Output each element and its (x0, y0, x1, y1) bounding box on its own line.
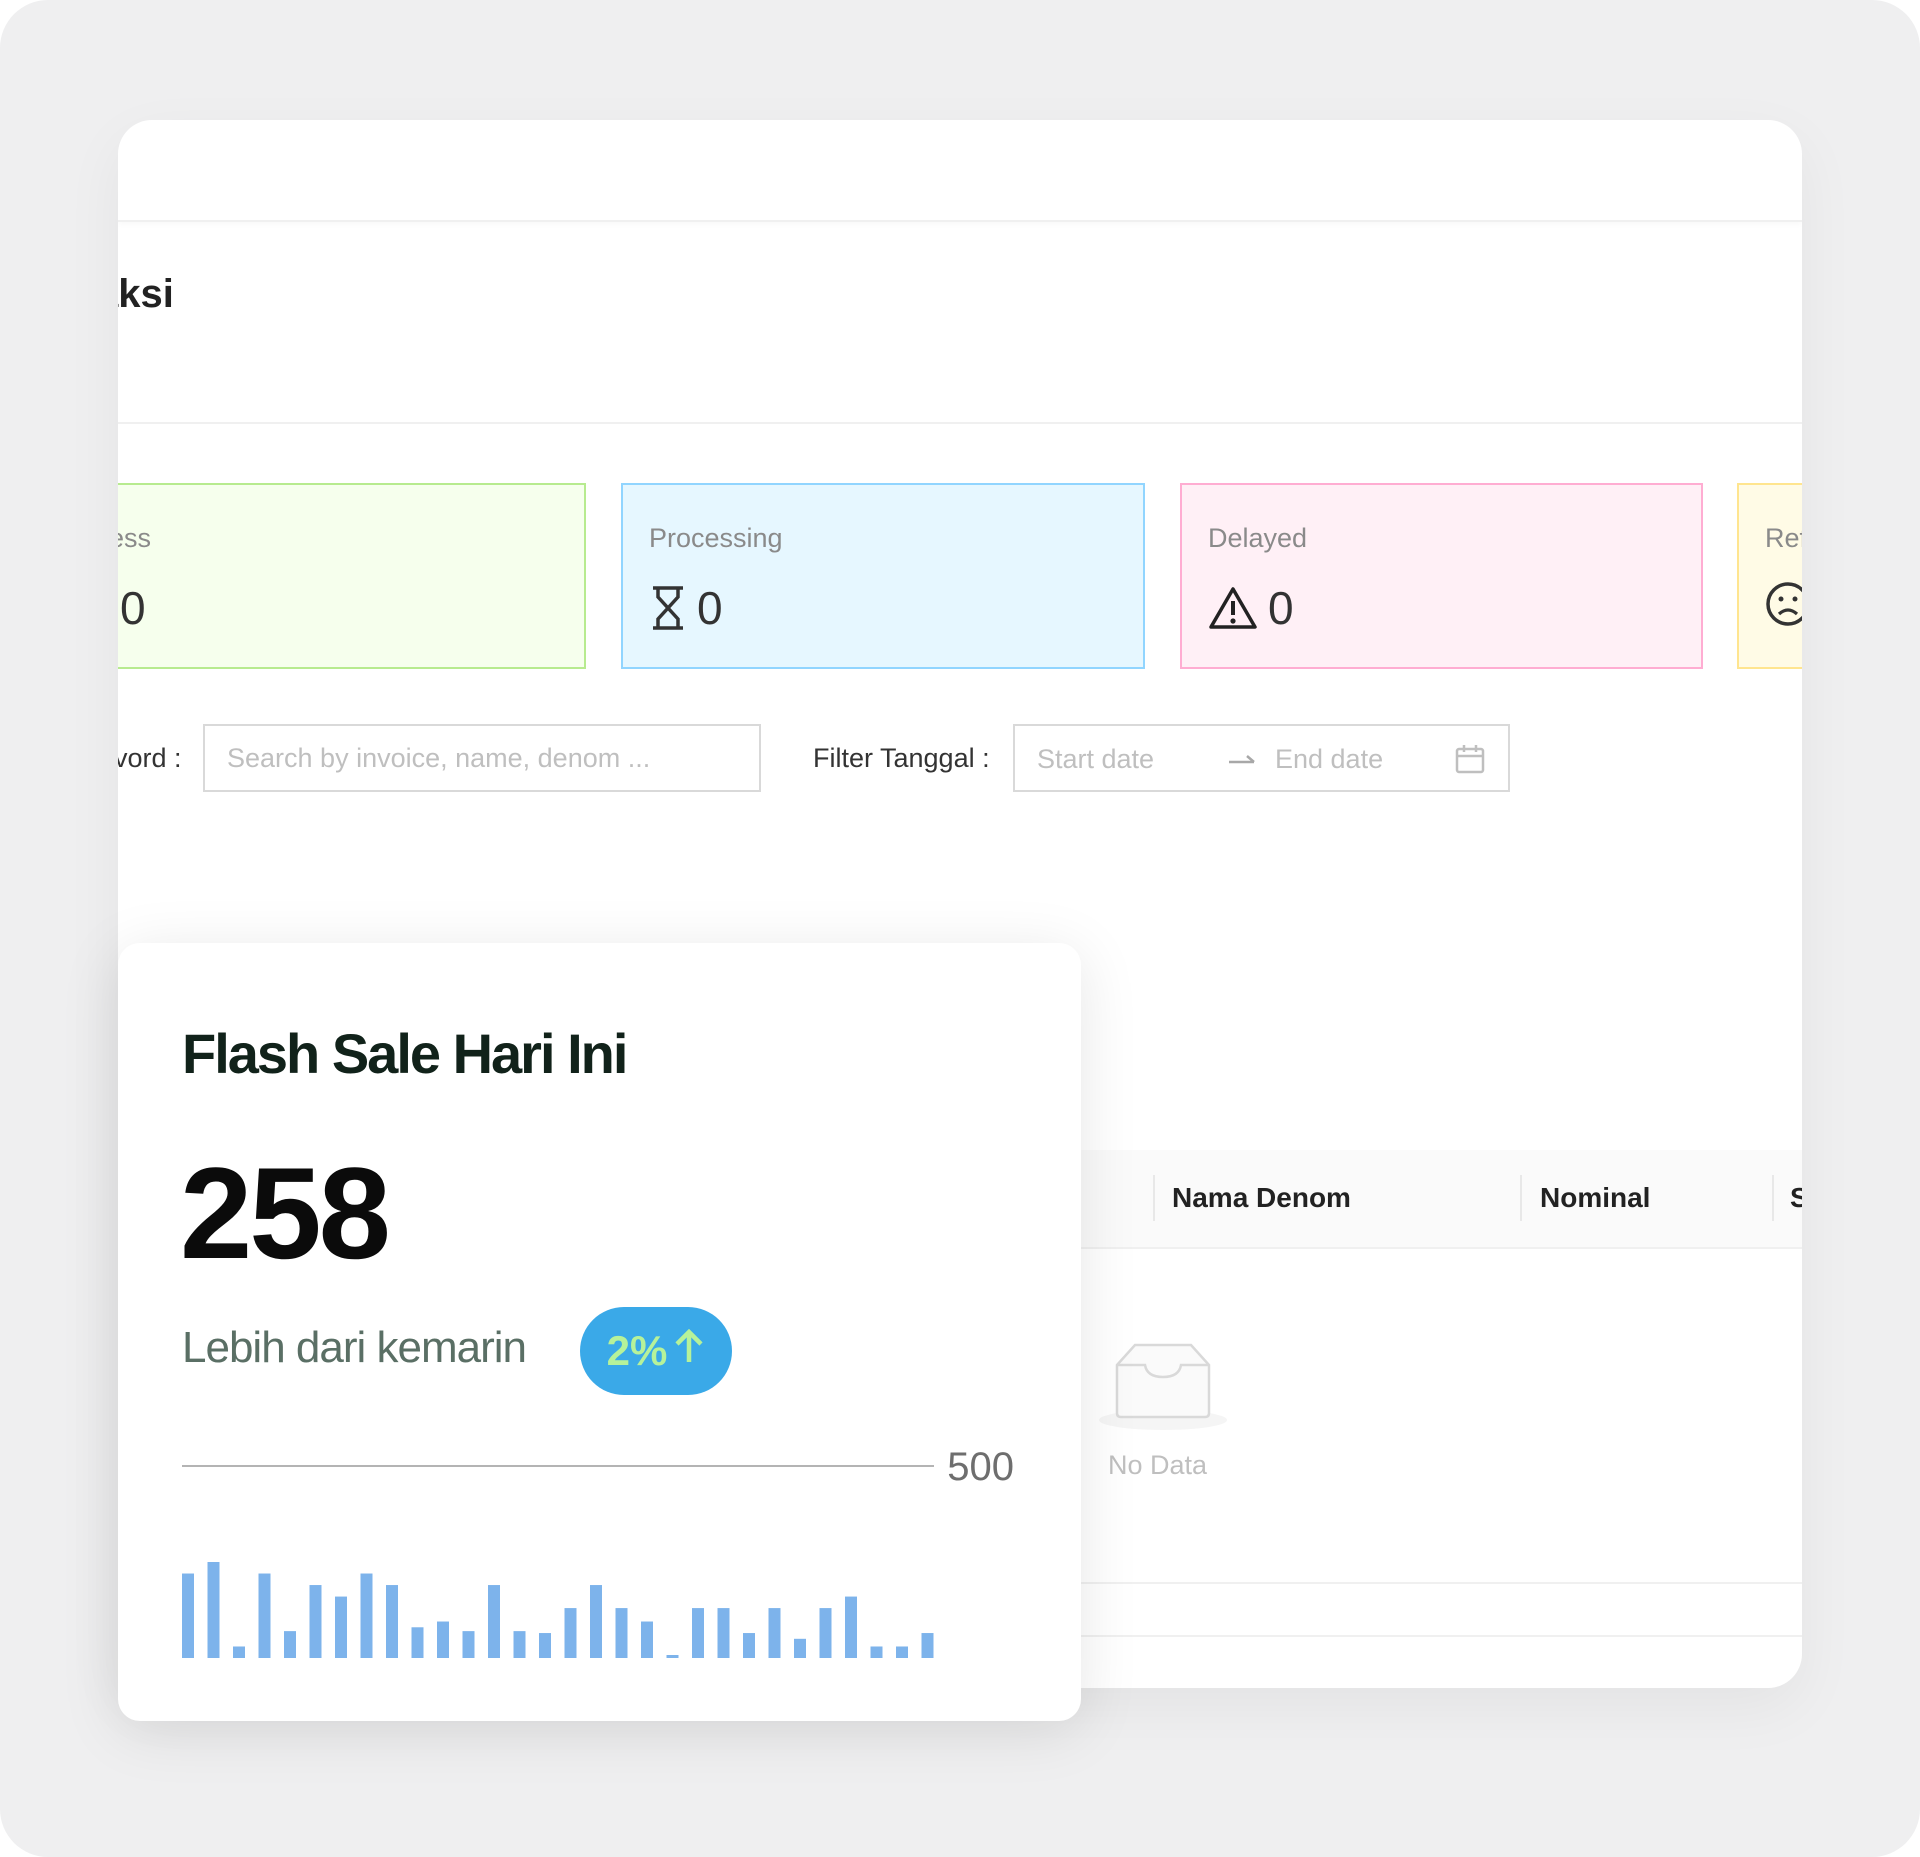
chart-bar (411, 1627, 424, 1658)
column-nominal[interactable]: Nominal (1540, 1182, 1651, 1213)
chart-bar (590, 1585, 602, 1658)
stat-row-refund (1765, 581, 1802, 627)
growth-badge: 2% (580, 1307, 732, 1395)
top-header-bar (118, 120, 1802, 222)
stat-card-processing[interactable]: Processing 0 (621, 483, 1145, 669)
arrow-right-icon (1228, 752, 1256, 771)
column-nama-denom[interactable]: Nama Denom (1172, 1182, 1351, 1213)
chart-bar (870, 1646, 883, 1658)
stat-row-delayed: 0 (1208, 581, 1294, 635)
chart-bar (462, 1631, 475, 1658)
date-range-picker[interactable]: Start date End date (1013, 724, 1510, 792)
stat-card-success[interactable]: ccess 0 (118, 483, 586, 669)
start-date-input[interactable]: Start date (1037, 744, 1155, 774)
chart-bar (335, 1596, 347, 1658)
flash-sale-bar-chart: 500 (182, 1445, 1014, 1658)
chart-bar (641, 1621, 653, 1658)
chart-bar (692, 1608, 704, 1658)
calendar-icon[interactable] (1455, 744, 1485, 779)
chart-bar (743, 1633, 755, 1658)
chart-bar (233, 1646, 245, 1658)
stat-label-refund: Ref (1765, 523, 1802, 553)
chart-bar (207, 1562, 220, 1658)
chart-bar (182, 1573, 194, 1658)
chart-bar (360, 1573, 373, 1658)
stat-card-refund[interactable]: Ref (1737, 483, 1802, 669)
stat-value-delayed: 0 (1268, 582, 1294, 634)
chart-bar (386, 1585, 398, 1658)
chart-bar (666, 1655, 679, 1658)
stat-row-processing: 0 (649, 581, 723, 635)
page-title: aksi (118, 272, 174, 316)
chart-tick-label: 500 (947, 1445, 1014, 1489)
chart-bar (845, 1596, 857, 1658)
chart-bar (921, 1633, 934, 1658)
column-separator (1153, 1175, 1155, 1221)
warning-icon (1208, 585, 1258, 631)
chart-bar (309, 1585, 322, 1658)
column-separator (1772, 1175, 1774, 1221)
flash-sale-title: Flash Sale Hari Ini (182, 1022, 628, 1085)
empty-inbox-icon (1093, 1335, 1233, 1440)
chart-bar (794, 1638, 806, 1658)
stat-row-success: 0 (118, 581, 146, 635)
stat-label-success: ccess (118, 523, 152, 553)
chart-bar (284, 1631, 296, 1658)
date-filter-label: Filter Tanggal : (813, 743, 990, 773)
chart-bar (564, 1608, 577, 1658)
chart-bar (258, 1573, 271, 1658)
hourglass-icon (649, 585, 687, 631)
arrow-up-icon (673, 1327, 705, 1375)
chart-bar (768, 1608, 781, 1658)
column-separator (1520, 1175, 1522, 1221)
chart-bar (513, 1631, 526, 1658)
chart-bar (896, 1646, 908, 1658)
chart-bar (615, 1608, 628, 1658)
chart-bar (539, 1633, 551, 1658)
stat-value-success: 0 (120, 582, 146, 634)
search-input[interactable] (203, 724, 761, 792)
growth-badge-value: 2% (606, 1327, 668, 1374)
frown-icon (1765, 581, 1802, 627)
stat-value-processing: 0 (697, 582, 723, 634)
chart-bar (819, 1608, 832, 1658)
end-date-input[interactable]: End date (1275, 744, 1384, 774)
column-status[interactable]: S (1790, 1182, 1802, 1213)
chart-bar (488, 1585, 500, 1658)
chart-bar (437, 1621, 449, 1658)
flash-sale-count: 258 (180, 1140, 391, 1286)
chart-bar (717, 1608, 730, 1658)
title-divider (118, 422, 1802, 424)
empty-state-text: No Data (1108, 1450, 1208, 1480)
keyword-label: vord : (118, 743, 182, 773)
stat-label-processing: Processing (649, 523, 783, 553)
compare-text: Lebih dari kemarin (182, 1323, 527, 1372)
stat-card-delayed[interactable]: Delayed 0 (1180, 483, 1703, 669)
stat-label-delayed: Delayed (1208, 523, 1308, 553)
flash-sale-card: Flash Sale Hari Ini 258 Lebih dari kemar… (118, 943, 1081, 1721)
